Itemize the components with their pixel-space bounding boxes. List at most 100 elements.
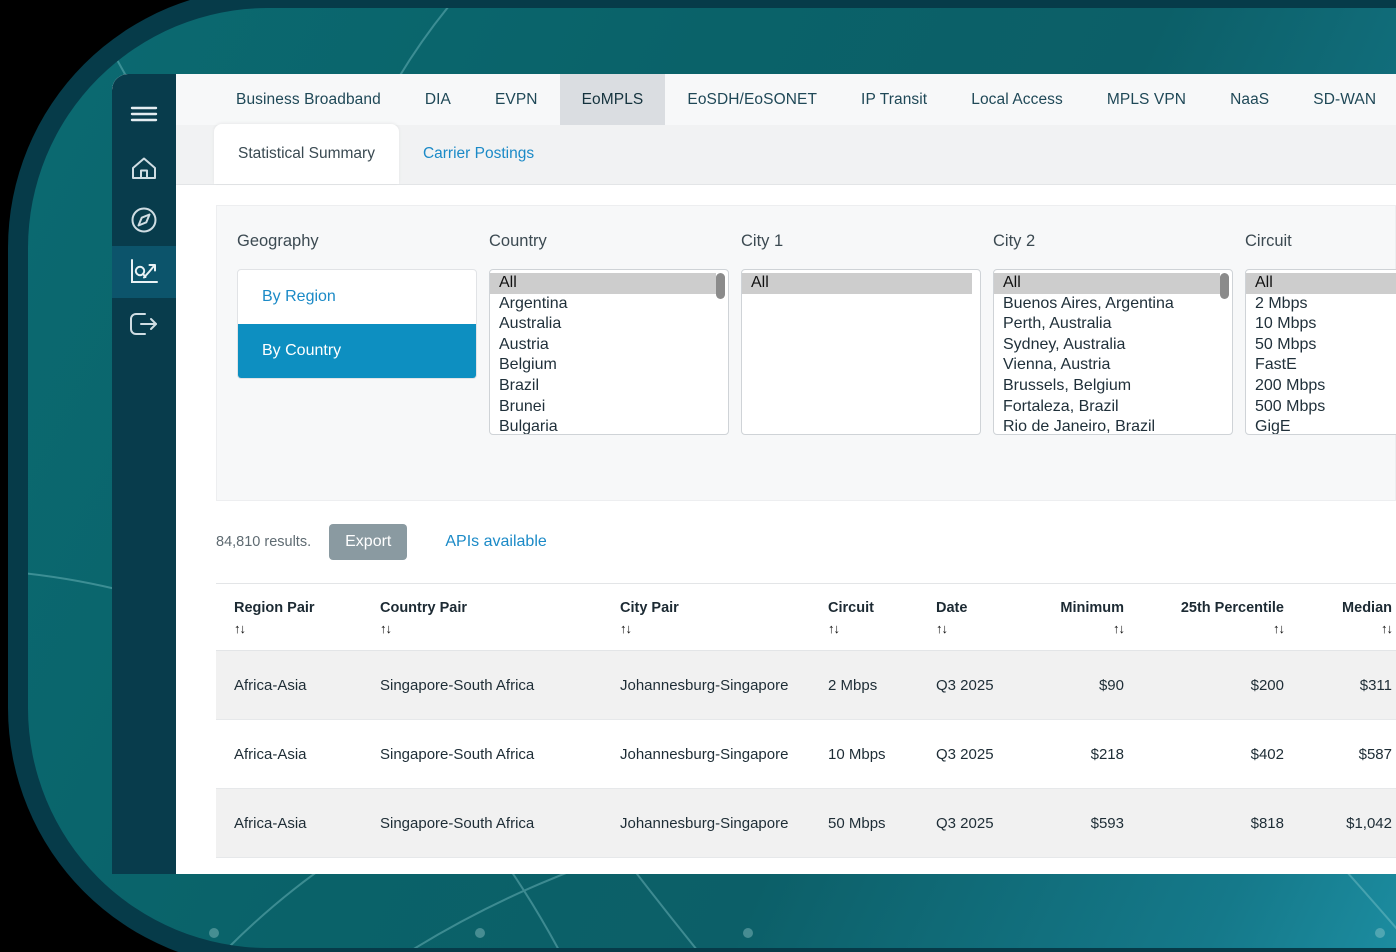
col-minimum[interactable]: Minimum ↑↓ <box>1026 584 1142 651</box>
country-scrollbar[interactable] <box>716 273 725 431</box>
filter-label-city2: City 2 <box>993 232 1036 250</box>
circuit-listbox[interactable]: All 2 Mbps 10 Mbps 50 Mbps FastE 200 Mbp… <box>1245 269 1396 435</box>
scrollbar-thumb[interactable] <box>1220 273 1229 299</box>
list-item[interactable]: Brussels, Belgium <box>1003 376 1132 394</box>
sort-icon[interactable]: ↑↓ <box>936 621 948 636</box>
list-item[interactable]: Fortaleza, Brazil <box>1003 397 1119 415</box>
cell-p25: $200 <box>1142 650 1302 720</box>
list-item[interactable]: All <box>490 273 716 294</box>
tab-label: Local Access <box>971 90 1063 108</box>
list-item[interactable]: Argentina <box>499 294 568 312</box>
list-item[interactable]: Brunei <box>499 397 546 415</box>
application-window: Business Broadband DIA EVPN EoMPLS EoSDH… <box>112 74 1396 874</box>
results-table: Region Pair ↑↓ Country Pair ↑↓ City Pair ↑↓… <box>216 584 1396 858</box>
tab-naas[interactable]: NaaS <box>1208 74 1291 125</box>
list-item[interactable]: 2 Mbps <box>1255 294 1308 312</box>
filter-label-city1: City 1 <box>741 232 784 250</box>
sidebar-item-home[interactable] <box>112 142 176 194</box>
tab-eompls[interactable]: EoMPLS <box>559 74 666 125</box>
geography-option-by-country[interactable]: By Country <box>238 324 476 378</box>
list-item[interactable]: GigE <box>1255 418 1291 435</box>
list-item[interactable]: Bulgaria <box>499 418 558 435</box>
list-item[interactable]: FastE <box>1255 356 1297 374</box>
list-item[interactable]: Australia <box>499 315 562 333</box>
tab-sd-wan[interactable]: SD-WAN <box>1291 74 1396 125</box>
list-item[interactable]: Buenos Aires, Argentina <box>1003 294 1174 312</box>
sort-icon[interactable]: ↑↓ <box>380 621 392 636</box>
cell-region-pair: Africa-Asia <box>216 788 362 858</box>
table-row[interactable]: Africa-Asia Singapore-South Africa Johan… <box>216 719 1396 789</box>
col-median[interactable]: Median ↑↓ <box>1302 584 1396 651</box>
apis-available-link[interactable]: APIs available <box>445 533 547 550</box>
list-item[interactable]: Perth, Australia <box>1003 315 1112 333</box>
list-item[interactable]: 500 Mbps <box>1255 397 1326 415</box>
cell-region-pair: Africa-Asia <box>216 650 362 720</box>
cell-region-pair: Africa-Asia <box>216 719 362 789</box>
tab-mpls-vpn[interactable]: MPLS VPN <box>1085 74 1208 125</box>
filter-label-geography: Geography <box>237 232 319 250</box>
tab-evpn[interactable]: EVPN <box>473 74 560 125</box>
tab-label: MPLS VPN <box>1106 90 1187 108</box>
filter-panel: Geography By Region By Country Country A… <box>216 205 1396 501</box>
results-count: 84,810 results. <box>216 534 312 550</box>
list-item[interactable]: Brazil <box>499 376 540 394</box>
city1-listbox[interactable]: All <box>741 269 981 435</box>
tab-dia[interactable]: DIA <box>403 74 473 125</box>
geography-option-by-region[interactable]: By Region <box>238 270 476 324</box>
list-item[interactable]: 200 Mbps <box>1255 376 1326 394</box>
sidebar-item-logout[interactable] <box>112 298 176 350</box>
tab-business-broadband[interactable]: Business Broadband <box>214 74 403 125</box>
col-25th-percentile[interactable]: 25th Percentile ↑↓ <box>1142 584 1302 651</box>
scrollbar-thumb[interactable] <box>716 273 725 299</box>
list-item[interactable]: All <box>1246 273 1396 294</box>
table-row[interactable]: Africa-Asia Singapore-South Africa Johan… <box>216 788 1396 858</box>
col-date[interactable]: Date ↑↓ <box>918 584 1026 651</box>
city2-scrollbar[interactable] <box>1220 273 1229 431</box>
geography-toggle-group: By Region By Country <box>237 269 477 379</box>
sidebar-item-menu[interactable] <box>112 86 176 142</box>
list-item[interactable]: All <box>742 273 972 294</box>
list-item[interactable]: Belgium <box>499 356 557 374</box>
col-city-pair[interactable]: City Pair ↑↓ <box>602 584 810 651</box>
list-item[interactable]: Sydney, Australia <box>1003 335 1126 353</box>
main-column: Business Broadband DIA EVPN EoMPLS EoSDH… <box>176 74 1396 874</box>
col-country-pair[interactable]: Country Pair ↑↓ <box>362 584 602 651</box>
col-region-pair[interactable]: Region Pair ↑↓ <box>216 584 362 651</box>
sort-icon[interactable]: ↑↓ <box>828 621 840 636</box>
country-listbox[interactable]: All Argentina Australia Austria Belgium … <box>489 269 729 435</box>
filter-geography: Geography By Region By Country <box>237 232 489 500</box>
tab-statistical-summary[interactable]: Statistical Summary <box>214 124 399 184</box>
filter-city2: City 2 All Buenos Aires, Argentina Perth… <box>993 232 1245 500</box>
sort-icon[interactable]: ↑↓ <box>1381 621 1393 636</box>
sort-icon[interactable]: ↑↓ <box>620 621 632 636</box>
sort-icon[interactable]: ↑↓ <box>234 621 246 636</box>
tab-ip-transit[interactable]: IP Transit <box>839 74 949 125</box>
tab-eosdh-eosonet[interactable]: EoSDH/EoSONET <box>665 74 839 125</box>
export-button[interactable]: Export <box>329 524 408 560</box>
filter-city1: City 1 All <box>741 232 993 500</box>
logout-icon <box>128 311 160 337</box>
sort-icon[interactable]: ↑↓ <box>1113 621 1125 636</box>
list-item[interactable]: 50 Mbps <box>1255 335 1317 353</box>
tab-label: SD-WAN <box>1313 90 1377 108</box>
table-row[interactable]: Africa-Asia Singapore-South Africa Johan… <box>216 650 1396 720</box>
sort-icon[interactable]: ↑↓ <box>1273 621 1285 636</box>
list-item[interactable]: 10 Mbps <box>1255 315 1317 333</box>
filter-country: Country All Argentina Australia Austria … <box>489 232 741 500</box>
list-item[interactable]: Vienna, Austria <box>1003 356 1111 374</box>
tab-carrier-postings[interactable]: Carrier Postings <box>399 124 558 184</box>
option-label: By Region <box>262 288 336 305</box>
col-label: City Pair <box>620 600 679 616</box>
tab-local-access[interactable]: Local Access <box>949 74 1085 125</box>
sidebar-item-explore[interactable] <box>112 194 176 246</box>
cell-date: Q3 2025 <box>918 719 1026 789</box>
city2-listbox[interactable]: All Buenos Aires, Argentina Perth, Austr… <box>993 269 1233 435</box>
sidebar-item-analytics[interactable] <box>112 246 176 298</box>
tab-label: NaaS <box>1230 90 1270 108</box>
list-item[interactable]: All <box>994 273 1220 294</box>
list-item[interactable]: Austria <box>499 335 549 353</box>
cell-minimum: $593 <box>1026 788 1142 858</box>
list-item[interactable]: Rio de Janeiro, Brazil <box>1003 418 1156 435</box>
col-circuit[interactable]: Circuit ↑↓ <box>810 584 918 651</box>
cell-median: $311 <box>1302 650 1396 720</box>
